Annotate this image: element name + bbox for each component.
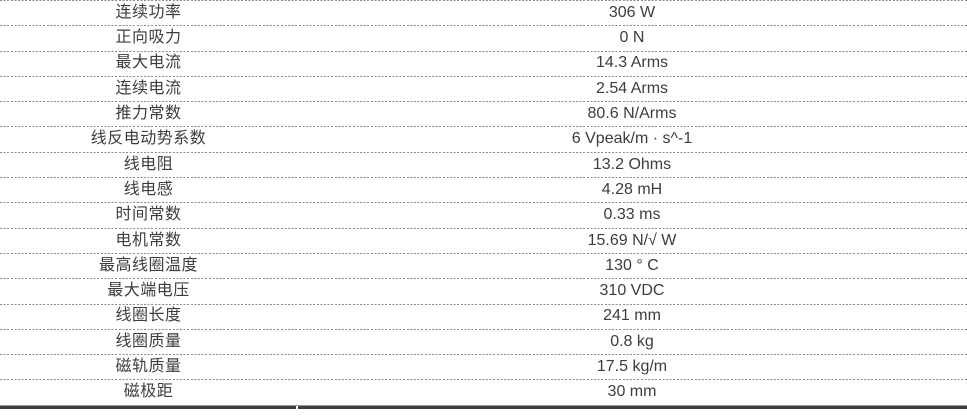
spec-row: 线圈质量 0.8 kg [0,328,967,354]
spec-parameter-value: 0.8 kg [610,332,654,350]
spec-row: 时间常数 0.33 ms [0,202,967,227]
spec-parameter-value: 2.54 Arms [595,79,669,97]
spec-parameter-value: 13.2 Ohms [592,155,672,173]
table-bottom-rule [0,404,967,410]
spec-row: 磁轨质量 17.5 kg/m [0,354,967,379]
motor-spec-table: 连续功率 306 W 正向吸力 0 N 最大电流 14.3 Arms 连续电流 … [0,0,967,404]
spec-row: 电机常数 15.69 N/√ W [0,227,967,253]
spec-parameter-value: 130 ° C [605,256,659,274]
spec-row: 正向吸力 0 N [0,25,967,50]
spec-parameter-label: 电机常数 [115,231,182,249]
spec-parameter-value: 306 W [608,3,656,21]
spec-row: 线电阻 13.2 Ohms [0,151,967,177]
spec-parameter-label: 线圈长度 [115,307,182,325]
bottom-rule-thin-line [0,404,967,406]
spec-row: 最高线圈温度 130 ° C [0,252,967,278]
spec-row: 线电感 4.28 mH [0,177,967,202]
spec-row: 最大端电压 310 VDC [0,278,967,303]
spec-parameter-value: 4.28 mH [601,180,663,198]
spec-parameter-label: 正向吸力 [115,29,182,47]
spec-row: 推力常数 80.6 N/Arms [0,101,967,126]
spec-parameter-value: 0 N [619,29,645,47]
spec-parameter-value: 14.3 Arms [595,54,669,72]
bottom-rule-left-segment [0,405,296,409]
spec-parameter-label: 线电阻 [123,155,174,173]
spec-row: 最大电流 14.3 Arms [0,50,967,76]
spec-row: 连续电流 2.54 Arms [0,75,967,101]
spec-parameter-label: 最高线圈温度 [98,256,198,274]
spec-parameter-value: 310 VDC [599,282,665,300]
spec-row: 连续功率 306 W [0,0,967,25]
spec-parameter-label: 线电感 [123,180,174,198]
spec-parameter-value: 6 Vpeak/m · s^-1 [571,130,693,148]
spec-parameter-label: 磁轨质量 [115,358,182,375]
spec-row: 线圈长度 241 mm [0,303,967,329]
spec-parameter-label: 连续功率 [115,3,182,21]
spec-parameter-label: 磁极距 [123,383,174,401]
spec-parameter-label: 最大电流 [115,54,182,72]
spec-parameter-value: 17.5 kg/m [596,358,668,375]
bottom-rule-thick-line [0,405,967,409]
spec-parameter-value: 241 mm [603,307,661,325]
spec-parameter-label: 时间常数 [115,206,182,224]
spec-parameter-value: 30 mm [607,383,657,401]
spec-parameter-label: 线圈质量 [115,332,182,350]
spec-parameter-value: 80.6 N/Arms [587,105,677,123]
spec-row: 线反电动势系数 6 Vpeak/m · s^-1 [0,126,967,151]
spec-parameter-label: 连续电流 [115,79,182,97]
spec-parameter-label: 推力常数 [115,105,182,123]
spec-parameter-value: 15.69 N/√ W [587,231,677,249]
bottom-rule-right-segment [297,405,967,409]
spec-row: 磁极距 30 mm [0,379,967,404]
spec-parameter-value: 0.33 ms [603,206,661,224]
spec-parameter-label: 最大端电压 [107,282,190,300]
spec-parameter-label: 线反电动势系数 [90,130,207,148]
